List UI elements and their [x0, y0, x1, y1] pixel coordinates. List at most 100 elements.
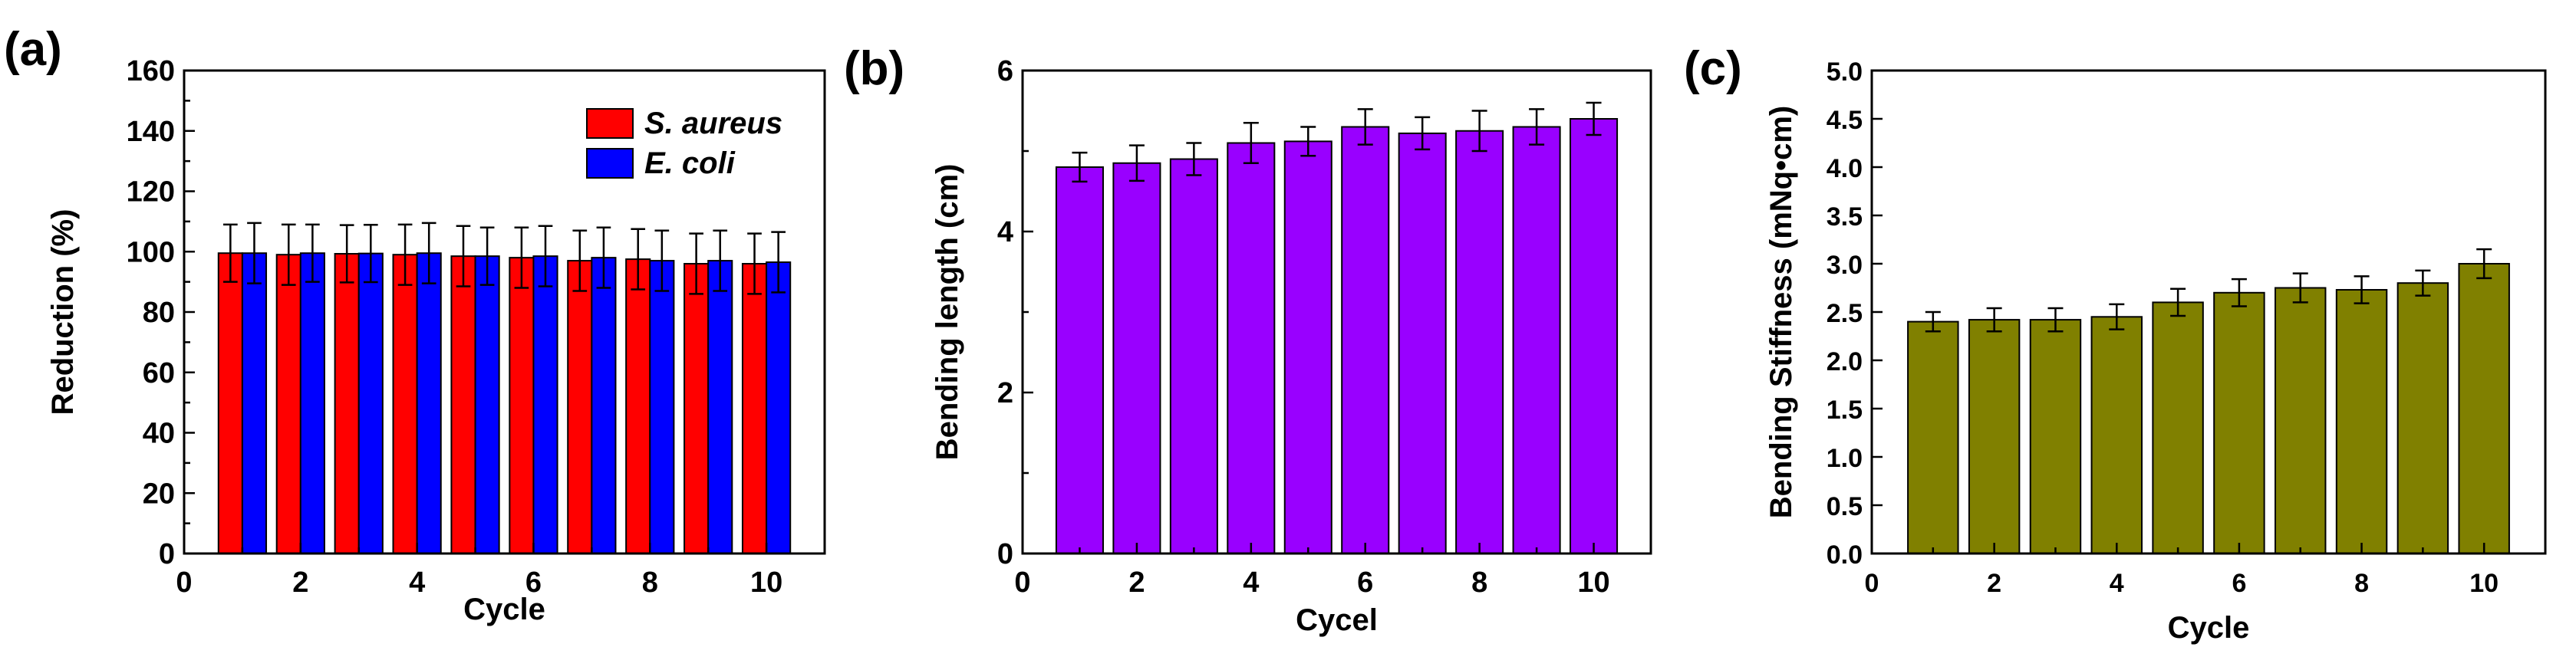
y-tick-label: 3.5	[1827, 202, 1863, 232]
bar	[684, 263, 710, 554]
y-tick-label: 20	[143, 478, 175, 510]
legend-label: S. aureus	[644, 107, 782, 140]
panel-c: (c) 0 2 4 6 8 10 0.0 0.5 1.0 1.5 2.0 2.5 3.0 3.5 4.0 4.5…	[1684, 42, 2547, 645]
legend-swatch	[586, 148, 634, 179]
bar	[474, 255, 500, 554]
bar	[1055, 166, 1104, 554]
x-tick-label: 8	[2354, 569, 2369, 598]
bar	[450, 255, 476, 554]
y-axis-title: Reduction (%)	[46, 209, 80, 416]
y-tick-label: 60	[143, 357, 175, 389]
bar	[625, 258, 651, 554]
y-tick-label: 2	[997, 377, 1013, 409]
panel-letter: (b)	[844, 42, 904, 95]
y-tick-label: 2.0	[1827, 347, 1863, 376]
bar	[217, 252, 243, 554]
panel-a: (a)0 2 4 6 8 10020406080100120140160CycleRedu…	[4, 23, 826, 626]
bar	[2396, 282, 2449, 554]
bar	[2152, 301, 2204, 554]
x-tick-label: 8	[1471, 567, 1487, 599]
x-tick-label: 4	[2110, 569, 2124, 598]
panel-b: (b) 0 2 4 6 8 10 0 2 4 6 Cycel Bending length (cm)	[844, 42, 1652, 637]
x-axis-title: Cycle	[463, 593, 545, 626]
bar	[1907, 320, 1959, 554]
bar	[649, 260, 675, 554]
x-tick-label: 10	[2469, 569, 2499, 598]
bar	[2029, 319, 2082, 554]
bar	[299, 252, 325, 554]
x-tick-label: 0	[176, 567, 192, 599]
legend: S. aureus E. coli	[586, 107, 782, 180]
x-tick-label: 10	[750, 567, 782, 599]
y-tick-label: 160	[127, 55, 175, 87]
bar	[1341, 126, 1390, 554]
bar	[509, 257, 535, 554]
y-tick-label: 3.0	[1827, 251, 1863, 280]
bar	[2458, 263, 2510, 554]
y-tick-label: 5.0	[1827, 57, 1863, 87]
y-axis-title: Bending length (cm)	[931, 164, 964, 461]
y-tick-label: 40	[143, 418, 175, 450]
legend-swatch	[586, 108, 634, 139]
y-tick-label: 80	[143, 297, 175, 329]
bar	[1169, 158, 1218, 554]
panel-letter: (a)	[4, 23, 62, 76]
y-tick-label: 0.0	[1827, 540, 1863, 570]
x-tick-label: 8	[642, 567, 658, 599]
x-tick-label: 2	[1987, 569, 2001, 598]
x-axis-title: Cycel	[1296, 603, 1378, 637]
x-tick-label: 2	[292, 567, 308, 599]
y-tick-label: 140	[127, 116, 175, 148]
bar	[2090, 316, 2143, 554]
bar	[766, 261, 792, 554]
y-tick-label: 1.0	[1827, 444, 1863, 473]
x-tick-label: 6	[1357, 567, 1373, 599]
bar	[2335, 289, 2388, 554]
y-tick-label: 4.5	[1827, 106, 1863, 135]
y-tick-label: 120	[127, 176, 175, 209]
bar	[741, 263, 768, 554]
bar	[532, 255, 558, 554]
bar	[241, 252, 268, 554]
y-tick-label: 4.0	[1827, 154, 1863, 183]
bar	[1398, 132, 1447, 554]
y-tick-label: 100	[127, 236, 175, 268]
y-tick-label: 2.5	[1827, 299, 1863, 328]
bar	[1968, 319, 2021, 554]
x-tick-label: 6	[525, 567, 542, 599]
bar	[591, 257, 617, 554]
x-tick-label: 6	[2232, 569, 2246, 598]
y-tick-label: 0	[997, 538, 1013, 570]
x-tick-label: 0	[1865, 569, 1879, 598]
bar	[416, 252, 442, 554]
legend-label: E. coli	[644, 146, 736, 180]
bar	[1455, 130, 1504, 554]
bar	[2213, 291, 2265, 554]
bar	[567, 260, 593, 554]
bar	[357, 252, 384, 554]
x-tick-label: 10	[1577, 567, 1609, 599]
bar	[275, 254, 301, 554]
bar	[2275, 287, 2327, 554]
bar	[1570, 118, 1619, 554]
x-tick-label: 2	[1128, 567, 1145, 599]
x-tick-label: 4	[1243, 567, 1259, 599]
bar	[392, 254, 418, 554]
x-tick-label: 4	[409, 567, 425, 599]
y-tick-label: 1.5	[1827, 396, 1863, 425]
x-axis-title: Cycle	[2168, 611, 2250, 645]
panel-letter: (c)	[1684, 42, 1742, 95]
y-tick-label: 4	[997, 216, 1013, 248]
y-tick-label: 0	[159, 538, 175, 570]
bar	[1283, 140, 1332, 554]
bar	[707, 260, 733, 554]
bar	[334, 253, 360, 554]
bar	[1112, 162, 1161, 554]
bar	[1512, 126, 1561, 554]
y-tick-label: 0.5	[1827, 492, 1863, 521]
y-tick-label: 6	[997, 55, 1013, 87]
y-axis-title: Bending Stiffness (mNq•cm)	[1764, 106, 1798, 518]
bar	[1227, 142, 1276, 554]
x-tick-label: 0	[1014, 567, 1030, 599]
